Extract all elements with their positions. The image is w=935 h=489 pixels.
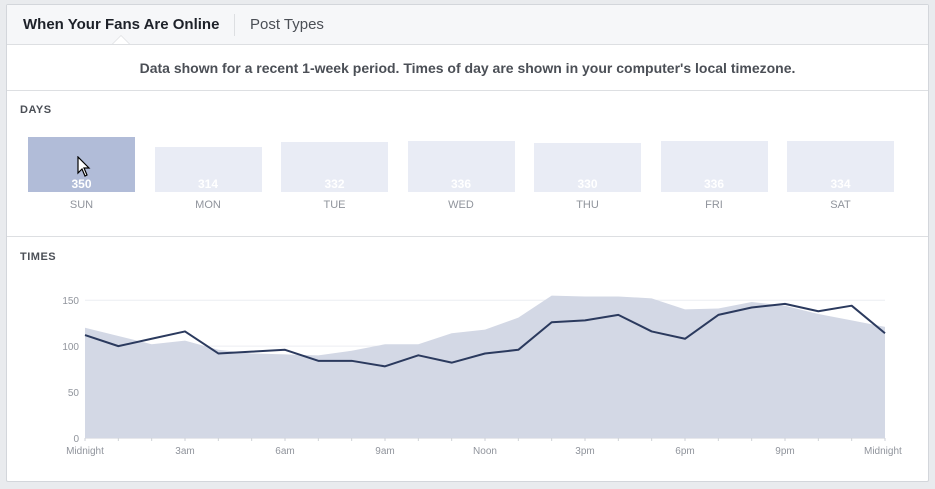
x-tick-label: 6pm (675, 446, 694, 457)
x-tick-label: 3am (175, 446, 194, 457)
day-value: 350 (71, 177, 92, 191)
day-label: SUN (69, 199, 94, 211)
insights-panel: When Your Fans Are Online Post Types Dat… (6, 4, 929, 482)
day-value: 332 (324, 177, 345, 191)
day-fri[interactable]: 336 FRI (660, 131, 768, 211)
times-section-title: TIMES (20, 251, 57, 263)
x-tick-label: 9pm (775, 446, 794, 457)
section-divider (7, 236, 928, 237)
area-series (85, 295, 885, 438)
day-bar (154, 147, 262, 192)
day-sat[interactable]: 334 SAT (787, 131, 894, 211)
day-label: MON (195, 199, 221, 211)
day-bar (534, 142, 641, 192)
day-label: WED (448, 199, 474, 211)
day-label: THU (576, 199, 599, 211)
y-tick-label: 100 (62, 342, 79, 353)
day-bar (407, 140, 515, 192)
x-tick-label: Noon (473, 446, 497, 457)
day-value: 336 (703, 177, 725, 191)
line-series (84, 302, 886, 368)
tab-separator (234, 14, 235, 36)
x-tick-label: Midnight (864, 446, 902, 457)
x-tick-label: 9am (375, 446, 394, 457)
tab-bar: When Your Fans Are Online Post Types (7, 5, 928, 45)
y-tick-label: 0 (73, 434, 79, 445)
x-tick-label: 6am (275, 446, 294, 457)
tab-post-types[interactable]: Post Types (250, 16, 324, 33)
day-value: 330 (577, 177, 598, 191)
active-tab-caret (113, 36, 129, 44)
timezone-notice: Data shown for a recent 1-week period. T… (7, 45, 928, 91)
times-chart: 0 50 100 150 Midnight 3am 6am 9am Noon 3pm 6pm 9pm M… (62, 295, 902, 457)
day-thu[interactable]: 330 THU (534, 131, 641, 211)
day-bar (281, 142, 388, 192)
y-tick-label: 50 (68, 388, 80, 399)
x-tick-label: 3pm (575, 446, 594, 457)
day-bar (787, 141, 894, 192)
day-label: SAT (830, 199, 851, 211)
day-value: 314 (197, 177, 219, 191)
y-tick-label: 150 (62, 296, 79, 307)
days-section-title: DAYS (20, 104, 52, 116)
day-bar (660, 140, 768, 192)
day-label: FRI (705, 199, 723, 211)
day-label: TUE (323, 199, 346, 211)
day-wed[interactable]: 336 WED (407, 131, 515, 211)
day-value: 336 (450, 177, 472, 191)
day-mon[interactable]: 314 MON (154, 131, 262, 211)
day-value: 334 (830, 177, 851, 191)
mouse-pointer-icon (77, 156, 91, 177)
day-tue[interactable]: 332 TUE (281, 131, 388, 211)
x-tick-label: Midnight (66, 446, 104, 457)
tab-when-fans-online[interactable]: When Your Fans Are Online (23, 16, 220, 33)
